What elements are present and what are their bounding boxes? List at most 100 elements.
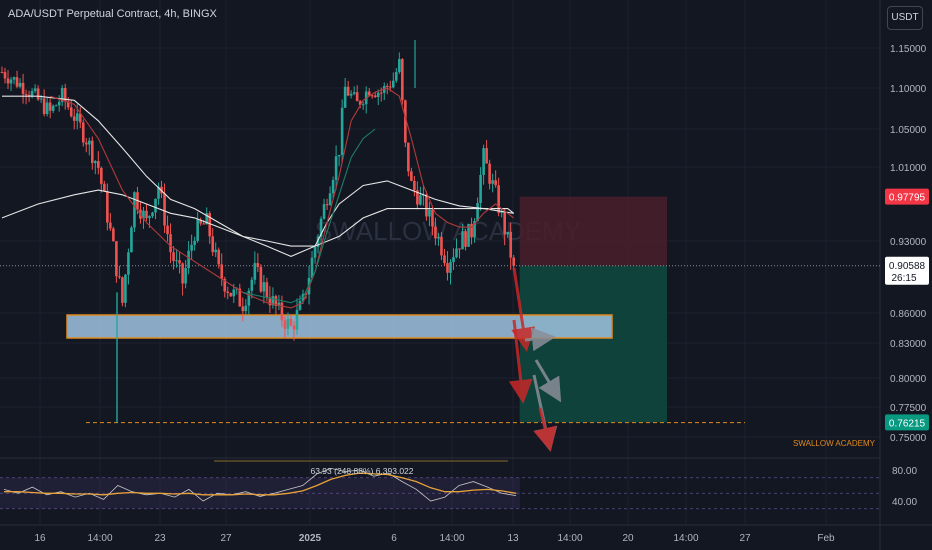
candle-body xyxy=(94,161,97,164)
candle-body xyxy=(373,95,377,98)
candle-body xyxy=(181,263,184,284)
support-zone-rect xyxy=(66,314,613,339)
candle-body xyxy=(398,59,401,73)
candle-body xyxy=(328,193,332,205)
candles xyxy=(0,40,515,423)
candle-body xyxy=(313,246,317,258)
candle-body xyxy=(358,101,362,105)
candle-body xyxy=(115,241,118,277)
time-label: 20 xyxy=(622,533,634,544)
price-tick: 0.77500 xyxy=(890,403,927,414)
candle-body xyxy=(437,236,440,239)
candle-body xyxy=(42,98,46,115)
candle-body xyxy=(503,211,506,235)
price-tick: 1.05000 xyxy=(890,125,927,136)
time-label: 14:00 xyxy=(673,533,698,544)
candle-body xyxy=(455,248,458,258)
candle-body xyxy=(277,302,281,306)
candle-body xyxy=(370,95,374,97)
candle-body xyxy=(491,180,494,184)
candle-body xyxy=(355,92,359,102)
candle-body xyxy=(241,306,245,312)
candle-body xyxy=(51,105,55,111)
projection-arrow xyxy=(524,327,556,352)
time-label: 14:00 xyxy=(439,533,464,544)
candle-body xyxy=(103,183,106,192)
target-price-tag xyxy=(885,414,929,431)
candle-body xyxy=(286,318,290,329)
candle-body xyxy=(385,85,389,87)
candle-body xyxy=(325,204,329,206)
candle-body xyxy=(256,263,260,267)
candle-body xyxy=(340,107,344,155)
candle-body xyxy=(464,231,467,247)
candle-body xyxy=(458,248,461,250)
candle-body xyxy=(443,255,446,264)
candle-body xyxy=(54,105,58,107)
candle-body xyxy=(21,82,25,95)
candle-body xyxy=(452,257,455,263)
candle-body xyxy=(154,198,157,213)
candle-body xyxy=(148,216,151,219)
candle-body xyxy=(467,223,470,247)
candle-body xyxy=(289,318,293,326)
candle-body xyxy=(118,276,121,278)
time-label: 6 xyxy=(391,533,397,544)
price-tick: 0.86000 xyxy=(890,309,927,320)
candle-body xyxy=(60,87,64,102)
candle-body xyxy=(66,101,70,108)
candle-body xyxy=(476,203,479,222)
time-label: 14:00 xyxy=(557,533,582,544)
candle-body xyxy=(407,142,410,172)
candle-body xyxy=(292,325,296,330)
time-label: 27 xyxy=(220,533,232,544)
candle-body xyxy=(199,219,202,224)
candle-body xyxy=(24,94,28,96)
candle-body xyxy=(232,289,236,297)
candle-body xyxy=(388,86,392,88)
candle-body xyxy=(69,107,73,117)
candle-body xyxy=(413,180,416,191)
candle-body xyxy=(3,72,7,79)
candle-body xyxy=(226,291,230,293)
candle-body xyxy=(488,163,491,184)
candle-body xyxy=(425,194,428,217)
currency-button[interactable]: USDT xyxy=(887,6,923,30)
time-axis[interactable]: 16 14:00 23 27 2025 6 14:00 13 14:00 20 14:00 27 Feb xyxy=(34,533,835,544)
candle-body xyxy=(81,122,85,143)
candle-body xyxy=(39,98,43,100)
candle-body xyxy=(497,185,500,213)
candle-body xyxy=(121,277,124,303)
candle-body xyxy=(253,263,257,280)
candle-body xyxy=(12,77,16,80)
candle-body xyxy=(151,212,154,217)
candle-body xyxy=(238,288,242,307)
price-axis[interactable]: 1.15000 1.10000 1.05000 1.01000 0.93000 0.860… xyxy=(885,44,929,508)
price-tick: 1.15000 xyxy=(890,44,927,55)
candle-body xyxy=(244,305,248,312)
candle-body xyxy=(461,231,464,250)
candle-body xyxy=(63,87,67,102)
candle-body xyxy=(196,219,199,241)
candle-body xyxy=(184,268,187,284)
candle-body xyxy=(48,102,52,111)
candle-body xyxy=(428,209,431,217)
time-label: 27 xyxy=(739,533,751,544)
candle-body xyxy=(298,300,302,310)
price-tick: 0.93000 xyxy=(890,237,927,248)
candle-body xyxy=(379,92,383,94)
candle-body xyxy=(33,88,37,92)
candle-body xyxy=(36,88,40,100)
candle-body xyxy=(274,296,278,306)
candle-body xyxy=(470,223,473,238)
time-label: 13 xyxy=(507,533,519,544)
candle-body xyxy=(376,92,380,98)
projection-arrow xyxy=(533,407,557,452)
candle-body xyxy=(157,186,160,199)
candle-body xyxy=(97,161,100,168)
candle-body xyxy=(334,156,338,181)
target-price-label: 0.76215 xyxy=(889,418,926,429)
projection-arrow xyxy=(508,319,533,404)
candle-body xyxy=(106,191,109,223)
